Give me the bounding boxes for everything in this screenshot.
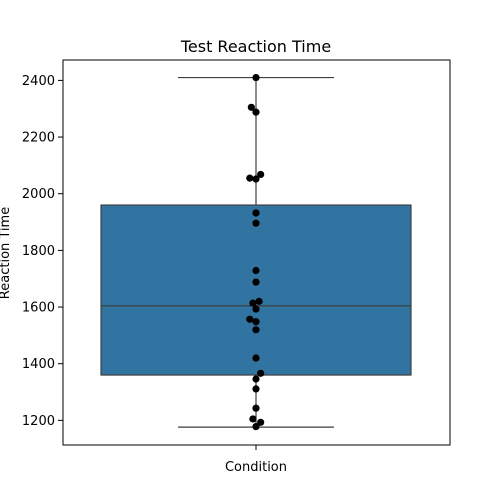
data-point	[247, 103, 255, 111]
data-point	[252, 266, 260, 275]
data-point	[257, 418, 265, 426]
y-axis-label: Reaction Time	[0, 207, 13, 299]
data-point	[252, 385, 260, 393]
chart-title: Test Reaction Time	[180, 37, 331, 56]
y-tick-label: 2000	[22, 187, 55, 202]
x-axis-label: Condition	[225, 460, 287, 475]
data-point	[252, 318, 260, 326]
data-point	[252, 354, 260, 362]
data-point	[246, 174, 254, 182]
data-point	[252, 219, 260, 227]
data-point	[257, 369, 265, 377]
data-point	[252, 73, 260, 82]
y-tick-label: 1600	[22, 301, 55, 316]
data-point	[252, 278, 260, 286]
y-tick-label: 1200	[22, 414, 55, 429]
data-point	[252, 209, 260, 217]
y-tick-label: 1800	[22, 244, 55, 259]
data-point	[255, 297, 263, 305]
data-point	[252, 305, 260, 313]
interquartile-box	[100, 204, 412, 376]
data-point	[252, 375, 260, 383]
data-point	[252, 326, 260, 334]
plot-body	[100, 73, 412, 431]
data-point	[249, 415, 257, 423]
y-tick-label: 1400	[22, 357, 55, 372]
y-axis-ticks: 1200 1400 1600 1800 2000 2200 2400	[22, 74, 63, 429]
data-point	[257, 170, 265, 179]
data-point	[252, 108, 260, 116]
data-point	[249, 299, 257, 307]
data-point	[252, 422, 260, 431]
y-tick-label: 2400	[22, 74, 55, 89]
y-tick-label: 2200	[22, 131, 55, 146]
data-point	[246, 315, 254, 323]
data-point	[252, 175, 260, 183]
data-point	[252, 404, 260, 412]
